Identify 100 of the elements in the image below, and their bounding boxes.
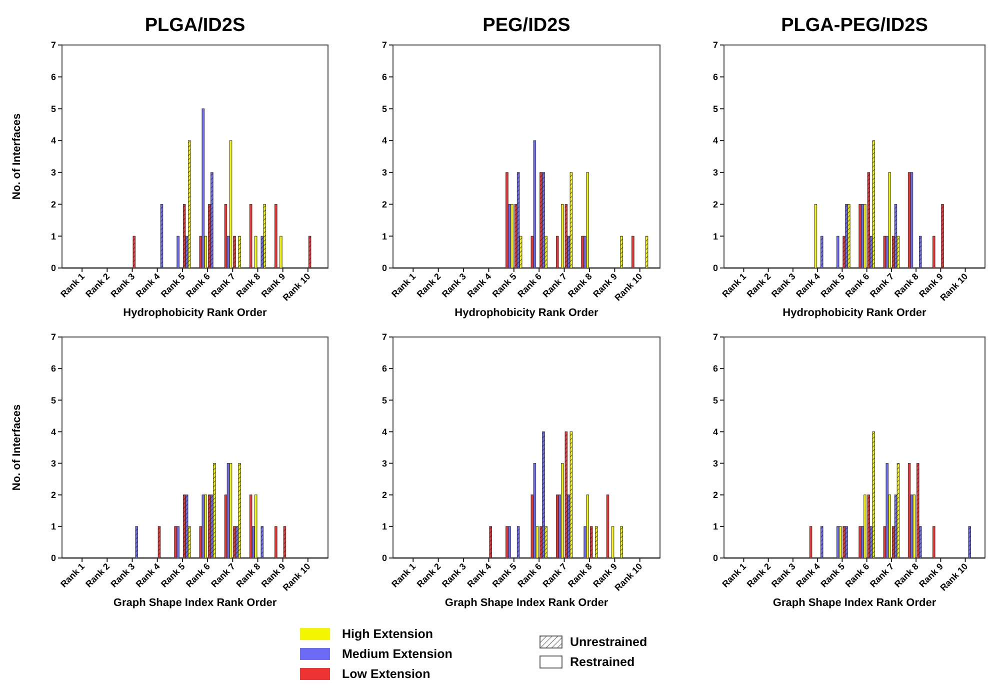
bar xyxy=(204,494,208,558)
bar xyxy=(908,463,911,558)
y-tick-label: 2 xyxy=(50,490,56,500)
y-tick-label: 1 xyxy=(712,231,718,242)
chart-title: PLGA/ID2S xyxy=(144,15,246,36)
y-tick-label: 1 xyxy=(50,522,56,532)
y-tick-label: 5 xyxy=(50,395,56,406)
bar xyxy=(586,494,589,558)
x-axis-title: Graph Shape Index Rank Order xyxy=(772,597,937,609)
bar xyxy=(202,494,205,558)
bar xyxy=(556,494,559,558)
y-tick-label: 6 xyxy=(712,72,718,82)
bar xyxy=(226,463,230,558)
y-tick-label: 3 xyxy=(50,458,56,468)
y-tick-label: 4 xyxy=(382,136,387,146)
y-tick-label: 6 xyxy=(712,364,718,374)
bar xyxy=(864,494,866,558)
y-tick-label: 1 xyxy=(382,231,387,242)
bar xyxy=(886,463,888,558)
text: Unrestrained xyxy=(570,635,648,649)
bar xyxy=(533,140,536,268)
y-tick-label: 2 xyxy=(712,490,718,500)
bar xyxy=(229,140,232,268)
bar xyxy=(506,172,508,268)
y-tick-label: 3 xyxy=(382,168,387,178)
bar xyxy=(838,526,842,558)
y-tick-label: 4 xyxy=(50,426,56,437)
y-tick-label: 0 xyxy=(712,553,718,564)
bar xyxy=(176,236,180,268)
bar xyxy=(176,526,180,558)
y-tick-label: 0 xyxy=(712,263,718,274)
y-tick-label: 0 xyxy=(50,553,56,564)
y-tick-label: 4 xyxy=(50,136,56,146)
bar xyxy=(229,463,232,558)
bar xyxy=(508,526,511,558)
bar xyxy=(274,526,278,558)
y-tick-label: 2 xyxy=(382,199,387,210)
bar xyxy=(280,236,282,268)
bar xyxy=(611,526,614,558)
legend-label: High Extension xyxy=(342,627,433,641)
bar xyxy=(586,172,589,268)
y-tick-label: 7 xyxy=(712,40,718,50)
x-axis-title: Graph Shape Index Rank Order xyxy=(444,597,609,609)
bar xyxy=(249,494,252,558)
y-tick-label: 7 xyxy=(382,40,387,50)
bar xyxy=(883,236,886,268)
y-tick-label: 3 xyxy=(382,458,387,468)
y-tick-label: 5 xyxy=(50,104,56,114)
bar xyxy=(274,204,278,268)
bar xyxy=(836,236,840,268)
y-tick-label: 6 xyxy=(382,364,387,374)
bar xyxy=(908,172,911,268)
text: Restrained xyxy=(570,655,635,669)
bar xyxy=(202,108,205,268)
bar xyxy=(506,526,508,558)
bar xyxy=(858,204,862,268)
y-tick-label: 7 xyxy=(50,40,56,50)
y-tick-label: 0 xyxy=(382,553,387,564)
bar xyxy=(888,172,891,268)
y-tick-label: 0 xyxy=(50,263,56,274)
bar xyxy=(533,463,536,558)
y-tick-label: 7 xyxy=(382,332,387,342)
y-tick-label: 6 xyxy=(382,72,387,82)
x-axis-title: Graph Shape Index Rank Order xyxy=(113,597,278,609)
y-tick-label: 1 xyxy=(50,231,56,242)
y-tick-label: 5 xyxy=(712,104,718,114)
bar xyxy=(836,526,840,558)
bar xyxy=(932,236,936,268)
bar xyxy=(510,204,514,268)
y-tick-label: 0 xyxy=(382,263,387,274)
y-tick-label: 2 xyxy=(382,490,387,500)
y-tick-label: 2 xyxy=(712,199,718,210)
y-tick-label: 5 xyxy=(382,395,387,406)
y-tick-label: 3 xyxy=(712,168,718,178)
y-tick-label: 4 xyxy=(382,426,387,437)
x-axis-title: Hydrophobicity Rank Order xyxy=(782,307,928,319)
chart-title: PEG/ID2S xyxy=(482,15,570,36)
y-tick-label: 6 xyxy=(50,364,56,374)
x-axis-title: Hydrophobicity Rank Order xyxy=(454,307,600,319)
y-tick-label: 5 xyxy=(712,395,718,406)
y-tick-label: 3 xyxy=(50,168,56,178)
y-axis-title: No. of Interfaces xyxy=(11,404,23,491)
bar xyxy=(809,526,812,558)
legend-label: Low Extension xyxy=(342,667,430,681)
legend-label: Medium Extension xyxy=(342,647,452,661)
y-tick-label: 7 xyxy=(712,332,718,342)
y-tick-label: 2 xyxy=(50,199,56,210)
bar xyxy=(174,526,177,558)
bar xyxy=(932,526,936,558)
bar xyxy=(249,204,252,268)
bar xyxy=(254,494,258,558)
bar xyxy=(581,236,584,268)
bar xyxy=(814,204,818,268)
y-axis-title: No. of Interfaces xyxy=(11,113,23,200)
bar xyxy=(224,204,228,268)
y-tick-label: 5 xyxy=(382,104,387,114)
chart-title: PLGA-PEG/ID2S xyxy=(781,15,928,36)
y-tick-label: 4 xyxy=(712,426,718,437)
y-tick-label: 7 xyxy=(50,332,56,342)
bar xyxy=(606,494,610,558)
